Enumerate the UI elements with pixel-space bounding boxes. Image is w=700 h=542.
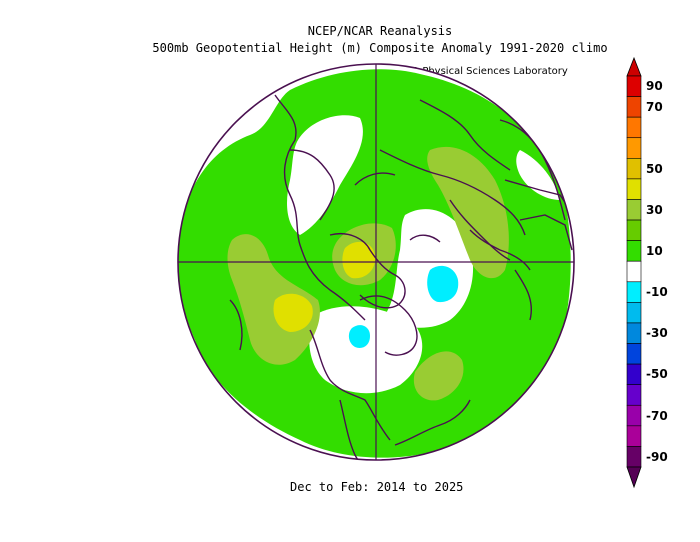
colorbar-swatch: [626, 281, 642, 303]
anomaly-hole-ne: [516, 150, 560, 200]
colorbar-swatch: [626, 446, 642, 468]
colorbar-swatch: [626, 137, 642, 159]
colorbar-swatch: [626, 219, 642, 241]
colorbar-swatch: [626, 363, 642, 385]
colorbar-label: -10: [646, 285, 668, 300]
anomaly-band-30-50-west: [227, 234, 320, 365]
colorbar-bottom-arrow: [626, 466, 642, 489]
colorbar-swatch: [626, 96, 642, 118]
anomaly-hole-north: [287, 115, 363, 235]
anomaly-band-30-50-atlantic: [413, 351, 464, 401]
colorbar-swatch: [626, 343, 642, 365]
anomaly-negative-east: [427, 265, 459, 303]
colorbar-swatch: [626, 322, 642, 344]
anomaly-band-30-50-europe: [427, 146, 509, 279]
anomaly-band-50-70-pole: [342, 241, 376, 279]
anomaly-hole-south: [309, 306, 423, 394]
colorbar-swatch: [626, 240, 642, 262]
colorbar-label: 50: [646, 161, 663, 176]
map-boundary: [177, 63, 575, 461]
colorbar-label: -90: [646, 449, 668, 464]
colorbar-swatch: [626, 116, 642, 139]
map-subtitle: 500mb Geopotential Height (m) Composite …: [152, 41, 608, 55]
colorbar-swatch: [626, 260, 642, 283]
colorbar-swatch: [626, 384, 642, 406]
colorbar-top-arrow: [626, 56, 642, 77]
colorbar-label: 70: [646, 99, 663, 114]
colorbar-swatch: [626, 178, 642, 200]
anomaly-negative-south: [348, 325, 370, 348]
colorbar-label: 90: [646, 79, 663, 94]
credit-label: NOAA Physical Sciences Laboratory: [390, 66, 568, 77]
colorbar-swatch: [626, 302, 642, 324]
colorbar-label: -50: [646, 367, 668, 382]
colorbar-label: 10: [646, 243, 663, 258]
map-title: NCEP/NCAR Reanalysis: [307, 24, 453, 38]
colorbar-swatch: [626, 75, 642, 97]
colorbar-swatch: [626, 404, 642, 427]
time-period-label: Dec to Feb: 2014 to 2025: [290, 480, 464, 494]
colorbar-label: -70: [646, 408, 668, 423]
coastlines: [229, 94, 573, 460]
colorbar-swatch: [626, 199, 642, 221]
colorbar-swatch: [626, 158, 642, 180]
anomaly-band-50-70-west: [273, 293, 313, 332]
colorbar-label: 30: [646, 202, 663, 217]
colorbar-label: -30: [646, 326, 668, 341]
colorbar-swatch: [626, 425, 642, 447]
